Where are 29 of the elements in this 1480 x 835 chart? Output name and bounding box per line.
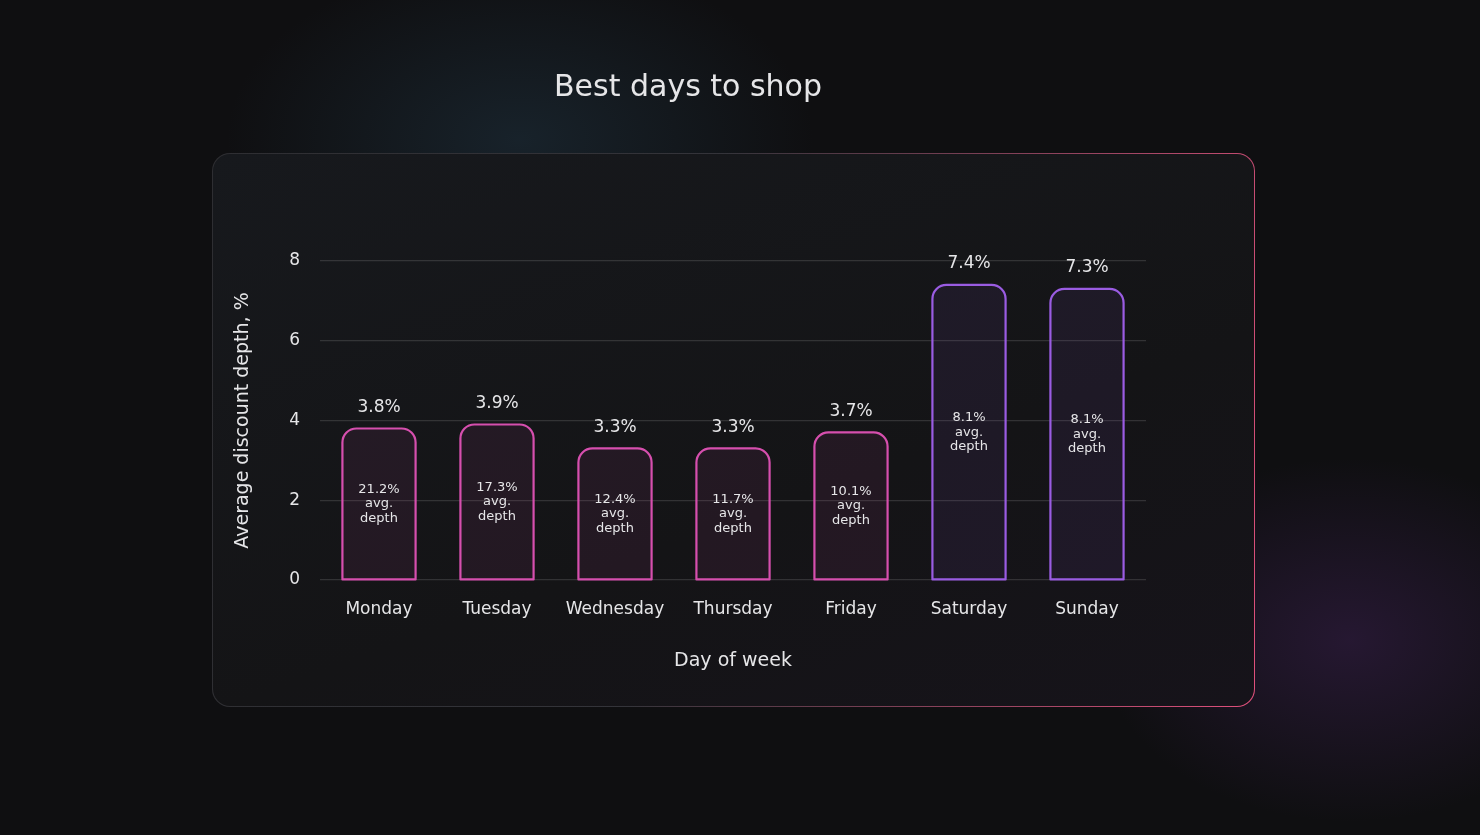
x-tick-label: Saturday [930,597,1008,618]
annotation: 21.2% avg. depth [358,480,400,525]
x-axis-title: Day of week [674,647,792,670]
y-tick-label: 8 [289,249,300,270]
x-tick-label: Tuesday [461,597,532,618]
y-tick-label: 6 [289,329,300,350]
annotation: 8.1% avg. depth [950,409,988,454]
y-axis-title: Average discount depth, % [230,292,253,549]
y-tick-label: 0 [289,568,300,589]
annotation: 8.1% avg. depth [1068,411,1106,456]
data-label: 3.3% [593,415,637,436]
data-label: 7.4% [947,252,991,273]
y-tick-label: 2 [289,488,300,509]
x-tick-label: Monday [345,597,413,618]
chart-title: Best days to shop [553,67,823,103]
data-label: 7.3% [1065,256,1109,277]
y-tick-label: 4 [289,408,300,429]
data-label: 3.9% [475,391,519,412]
x-tick-label: Wednesday [565,597,665,618]
annotation: 11.7% avg. depth [712,490,754,535]
data-label: 3.3% [711,415,755,436]
data-label: 3.8% [357,395,401,416]
x-tick-label: Thursday [692,597,773,618]
annotation: 17.3% avg. depth [476,478,518,523]
x-tick-label: Friday [825,597,877,618]
annotation: 10.1% avg. depth [830,482,872,527]
data-label: 3.7% [829,399,873,420]
annotation: 12.4% avg. depth [594,490,636,535]
x-tick-label: Sunday [1055,597,1119,618]
